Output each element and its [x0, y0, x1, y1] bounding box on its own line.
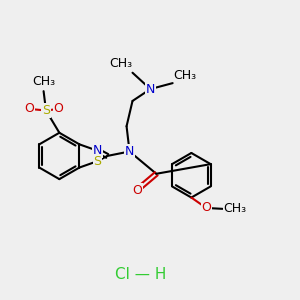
Text: CH₃: CH₃	[109, 57, 132, 70]
Text: O: O	[201, 202, 211, 214]
Text: CH₃: CH₃	[223, 202, 246, 215]
Text: O: O	[53, 103, 63, 116]
Text: S: S	[94, 154, 102, 168]
Text: N: N	[125, 145, 134, 158]
Text: CH₃: CH₃	[173, 69, 196, 82]
Text: S: S	[42, 104, 50, 117]
Text: O: O	[132, 184, 142, 196]
Text: CH₃: CH₃	[32, 75, 55, 88]
Text: N: N	[93, 144, 102, 157]
Text: O: O	[25, 103, 34, 116]
Text: N: N	[146, 82, 155, 96]
Text: Cl — H: Cl — H	[116, 267, 167, 282]
